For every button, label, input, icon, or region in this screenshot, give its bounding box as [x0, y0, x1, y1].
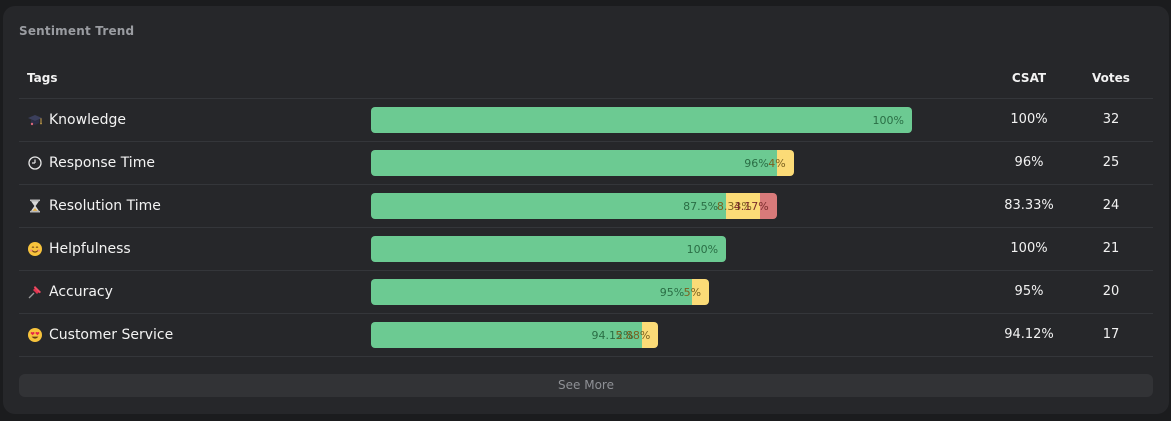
hourglass-icon — [27, 198, 43, 214]
see-more-button[interactable]: See More — [19, 374, 1153, 397]
sentiment-bar: 94.12%5.88% — [371, 322, 659, 348]
header-tags: Tags — [27, 71, 58, 85]
votes-value: 17 — [1102, 327, 1120, 342]
neutral-segment: 5.88% — [615, 322, 659, 348]
sentiment-trend-card: Sentiment Trend Tags CSAT Votes Knowl — [3, 6, 1169, 414]
positive-segment: 94.12% — [371, 322, 642, 348]
sentiment-bar: 87.5%8.33%4.17% — [371, 193, 777, 219]
votes-value: 24 — [1102, 198, 1120, 213]
card-title: Sentiment Trend — [19, 24, 135, 38]
table-header: Tags CSAT Votes — [19, 62, 1153, 99]
sentiment-bar: 100% — [371, 107, 912, 133]
votes-value: 25 — [1102, 155, 1120, 170]
neutral-segment: 8.33% — [717, 193, 760, 219]
table-row: Resolution Time 87.5%8.33%4.17% 83.33% 2… — [19, 185, 1153, 228]
tag-label: Accuracy — [49, 284, 113, 300]
table-row: Helpfulness 100% 100% 21 — [19, 228, 1153, 271]
votes-value: 32 — [1102, 112, 1120, 127]
csat-value: 96% — [1014, 155, 1044, 170]
pushpin-icon — [27, 284, 43, 300]
tag-cell: Response Time — [27, 142, 155, 184]
sentiment-bar: 96% 4% — [371, 150, 794, 176]
csat-value: 83.33% — [1004, 198, 1054, 213]
table-row: Accuracy 95% 5% 95% 20 — [19, 271, 1153, 314]
smiling-face-icon — [27, 241, 43, 257]
positive-segment: 100% — [371, 107, 912, 133]
sentiment-table: Tags CSAT Votes Knowledge 100% 10 — [19, 62, 1153, 357]
tag-label: Knowledge — [49, 112, 126, 128]
sentiment-bar: 95% 5% — [371, 279, 710, 305]
sentiment-bar: 100% — [371, 236, 727, 262]
neutral-segment: 4% — [768, 150, 794, 176]
graduation-cap-icon — [27, 112, 43, 128]
csat-value: 100% — [1010, 112, 1048, 127]
table-row: Customer Service 94.12%5.88% 94.12% 17 — [19, 314, 1153, 357]
positive-segment: 100% — [371, 236, 727, 262]
tag-cell: Customer Service — [27, 314, 173, 356]
neutral-segment: 5% — [684, 279, 710, 305]
negative-segment: 4.17% — [734, 193, 777, 219]
tag-label: Customer Service — [49, 327, 174, 343]
tag-cell: Knowledge — [27, 99, 126, 141]
table-row: Knowledge 100% 100% 32 — [19, 99, 1153, 142]
header-votes: Votes — [1092, 71, 1130, 85]
positive-segment: 96% — [371, 150, 777, 176]
tag-label: Response Time — [49, 155, 155, 171]
csat-value: 95% — [1014, 284, 1044, 299]
csat-value: 100% — [1010, 241, 1048, 256]
table-row: Response Time 96% 4% 96% 25 — [19, 142, 1153, 185]
heart-eyes-face-icon — [27, 327, 43, 343]
tag-cell: Accuracy — [27, 271, 113, 313]
votes-value: 21 — [1102, 241, 1120, 256]
header-csat: CSAT — [1011, 71, 1047, 85]
clock-icon — [27, 155, 43, 171]
tag-label: Helpfulness — [49, 241, 131, 257]
tag-label: Resolution Time — [49, 198, 161, 214]
votes-value: 20 — [1102, 284, 1120, 299]
positive-segment: 87.5% — [371, 193, 727, 219]
tag-cell: Resolution Time — [27, 185, 161, 227]
csat-value: 94.12% — [1004, 327, 1054, 342]
tag-cell: Helpfulness — [27, 228, 131, 270]
positive-segment: 95% — [371, 279, 693, 305]
